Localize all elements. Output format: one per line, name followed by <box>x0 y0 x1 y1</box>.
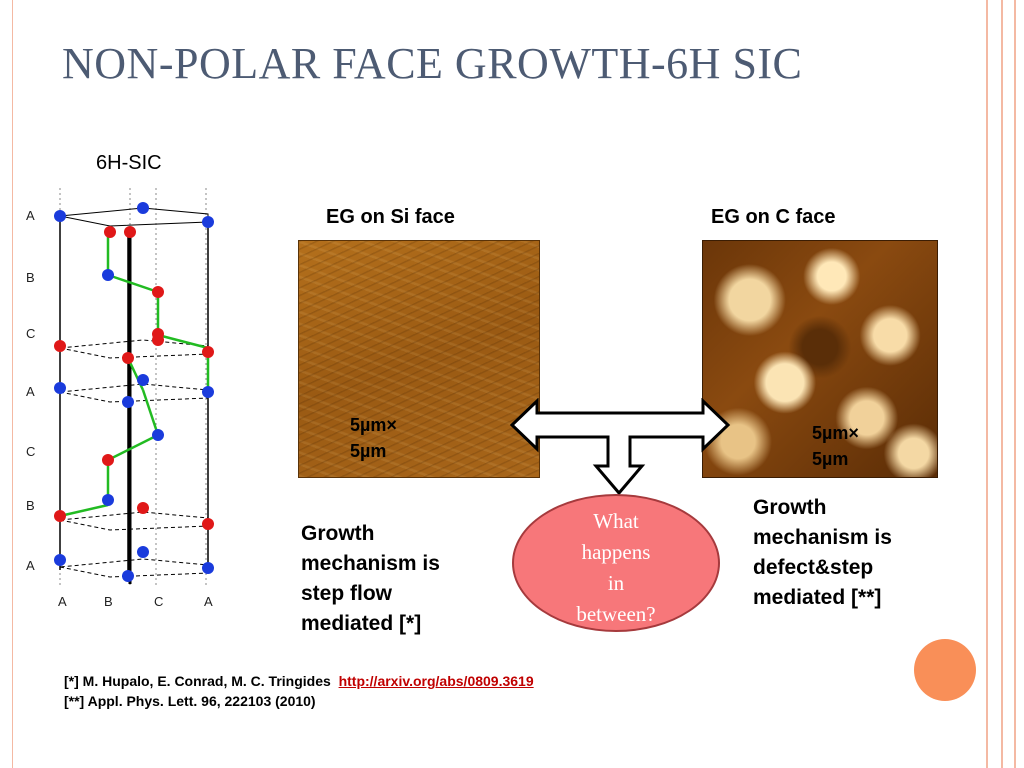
c-mech-line-4: mediated [**] <box>753 586 882 609</box>
question-bubble-text: What happens in between? <box>512 506 720 630</box>
blue-atom-0 <box>54 210 66 222</box>
reference-1: [*] M. Hupalo, E. Conrad, M. C. Tringide… <box>64 671 534 691</box>
reference-2: [**] Appl. Phys. Lett. 96, 222103 (2010) <box>64 693 316 709</box>
c-face-mechanism: Growth mechanism is defect&step mediated… <box>753 493 892 613</box>
bottom-label-0: A <box>58 594 67 609</box>
si-mech-line-2: mechanism is <box>301 552 440 575</box>
si-mech-line-1: Growth <box>301 522 375 545</box>
layer-label-1: B <box>26 270 35 285</box>
bubble-line-4: between? <box>576 602 656 626</box>
slide-right-border-3 <box>1014 0 1016 768</box>
hex-plane-2 <box>59 383 209 403</box>
blue-atom-13 <box>122 570 134 582</box>
c-face-label: EG on C face <box>711 206 836 228</box>
layer-label-0: A <box>26 208 35 223</box>
si-face-afm-image <box>298 240 540 478</box>
si-face-mechanism: Growth mechanism is step flow mediated [… <box>301 519 440 639</box>
hex-plane-3 <box>59 511 209 531</box>
red-atom-2 <box>152 286 164 298</box>
bottom-label-3: A <box>204 594 213 609</box>
blue-atom-3 <box>102 269 114 281</box>
c-mech-line-2: mechanism is <box>753 526 892 549</box>
slide-title: NON-POLAR FACE GROWTH-6H SIC <box>62 39 803 88</box>
slide-right-border-1 <box>986 0 988 768</box>
si-face-scale-line1: 5µm× <box>350 415 397 435</box>
blue-atom-5 <box>122 396 134 408</box>
layer-label-6: A <box>26 558 35 573</box>
bottom-label-1: B <box>104 594 113 609</box>
red-atom-10 <box>137 502 149 514</box>
red-atom-3 <box>54 340 66 352</box>
red-atom-4 <box>122 352 134 364</box>
red-atom-1 <box>124 226 136 238</box>
layer-label-4: C <box>26 444 35 459</box>
bond-5 <box>141 389 160 436</box>
blue-atom-12 <box>202 562 214 574</box>
blue-atom-9 <box>102 494 114 506</box>
decorative-orange-circle <box>914 639 976 701</box>
bond-1 <box>107 273 159 294</box>
c-face-scale-line1: 5µm× <box>812 423 859 443</box>
red-atom-7 <box>102 454 114 466</box>
bubble-line-2: happens <box>581 540 651 564</box>
c-mech-line-3: defect&step <box>753 556 874 579</box>
slide-right-border-2 <box>1001 0 1003 768</box>
layer-label-5: B <box>26 498 35 513</box>
reference-1-link[interactable]: http://arxiv.org/abs/0809.3619 <box>338 673 534 689</box>
si-face-scale-line2: 5µm <box>350 441 387 461</box>
red-atom-5 <box>202 346 214 358</box>
bubble-line-3: in <box>607 571 625 595</box>
reference-1-text: [*] M. Hupalo, E. Conrad, M. C. Tringide… <box>64 673 331 689</box>
hex-plane-0 <box>59 207 209 227</box>
bottom-label-2: C <box>154 594 163 609</box>
red-atom-8 <box>54 510 66 522</box>
bond-6 <box>107 433 159 462</box>
si-mech-line-4: mediated [*] <box>301 612 422 635</box>
blue-atom-8 <box>152 429 164 441</box>
blue-atom-4 <box>54 382 66 394</box>
red-atom-0 <box>104 226 116 238</box>
question-bubble <box>512 494 720 632</box>
references: [*] M. Hupalo, E. Conrad, M. C. Tringide… <box>64 671 534 711</box>
hex-plane-1 <box>59 339 209 359</box>
c-face-scale-line2: 5µm <box>812 449 849 469</box>
red-atom-11 <box>152 334 164 346</box>
blue-atom-2 <box>202 216 214 228</box>
layer-label-2: C <box>26 326 35 341</box>
crystal-title: 6H-SIC <box>96 152 162 174</box>
c-mech-line-1: Growth <box>753 496 827 519</box>
slide-left-border <box>12 0 13 768</box>
hex-plane-4 <box>59 558 209 578</box>
bond-3 <box>157 333 209 350</box>
si-mech-line-3: step flow <box>301 582 393 605</box>
bond-8 <box>59 503 109 518</box>
blue-atom-10 <box>54 554 66 566</box>
si-face-label: EG on Si face <box>326 206 455 228</box>
blue-atom-1 <box>137 202 149 214</box>
bubble-line-1: What <box>593 509 639 533</box>
layer-label-3: A <box>26 384 35 399</box>
blue-atom-7 <box>137 374 149 386</box>
si-face-scale: 5µm× 5µm <box>350 412 397 464</box>
blue-atom-6 <box>202 386 214 398</box>
double-arrow-with-down-branch <box>509 398 731 496</box>
c-face-afm-image <box>702 240 938 478</box>
red-atom-9 <box>202 518 214 530</box>
c-face-scale: 5µm× 5µm <box>812 420 859 472</box>
blue-atom-11 <box>137 546 149 558</box>
crystal-structure-diagram: A B C A C B A A B C A <box>26 188 214 609</box>
